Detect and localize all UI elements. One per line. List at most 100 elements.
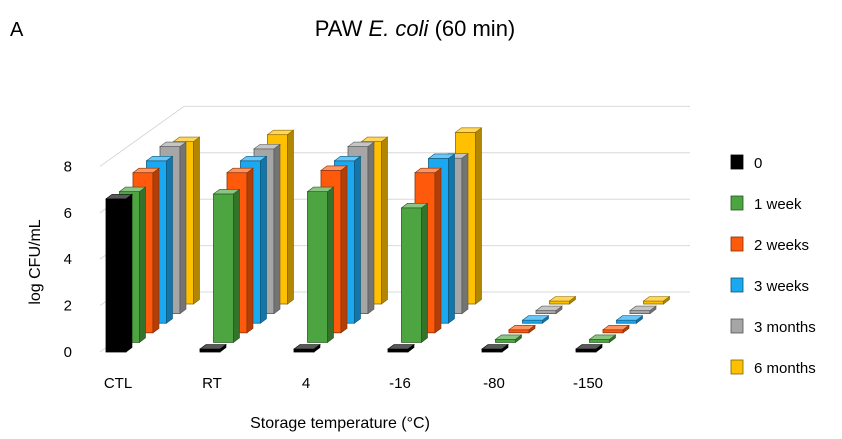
legend-item: 3 months: [730, 318, 816, 336]
bar-front: [199, 348, 221, 353]
bar-front: [643, 300, 664, 305]
bar: [642, 295, 671, 305]
bar-front: [589, 338, 610, 343]
bar-top: [253, 144, 281, 150]
bar-side: [421, 202, 428, 343]
bar-side: [246, 167, 254, 334]
y-tick-label: 8: [64, 158, 72, 175]
legend-swatch: [730, 236, 744, 252]
bar-top: [427, 153, 456, 159]
bar-front: [549, 300, 570, 305]
legend-label: 6 months: [754, 360, 816, 377]
bar-top: [548, 296, 577, 302]
bar-top: [588, 334, 617, 340]
bar: [615, 315, 644, 324]
bar-side: [461, 153, 469, 315]
y-tick-label: 0: [64, 344, 72, 361]
bar-top: [481, 344, 509, 350]
x-tick-label: -150: [573, 375, 603, 392]
y-axis-title: log CFU/mL: [27, 219, 44, 304]
legend-label: 1 week: [754, 196, 802, 213]
bar-top: [320, 165, 348, 171]
bar-top: [642, 296, 671, 302]
legend-label: 3 weeks: [754, 278, 809, 295]
bar-top: [615, 315, 644, 321]
legend-label: 2 weeks: [754, 237, 809, 254]
bar-front: [293, 348, 315, 353]
bar-top: [132, 167, 160, 174]
bar: [602, 324, 630, 334]
bar-side: [166, 155, 173, 324]
bar-front: [387, 348, 409, 353]
bar-top: [494, 334, 523, 340]
bar-side: [152, 167, 160, 334]
bar-side: [381, 136, 388, 305]
bar-top: [508, 324, 536, 331]
bar-top: [414, 167, 442, 174]
bar-side: [448, 153, 455, 324]
bar: [306, 186, 335, 343]
bar-side: [434, 167, 442, 334]
x-axis-title: Storage temperature (°C): [250, 415, 430, 432]
bar-side: [354, 155, 361, 324]
bar: [575, 343, 603, 353]
bar-side: [367, 141, 375, 315]
bar-top: [306, 186, 335, 192]
y-ticks: 0 2 4 6 8: [64, 158, 72, 361]
chart-title: PAW E. coli (60 min): [315, 16, 516, 41]
bar-top: [535, 305, 563, 311]
legend-swatch: [730, 154, 744, 170]
chart-title-species: E. coli: [369, 16, 430, 41]
bar-top: [212, 189, 241, 195]
legend-item: 6 months: [730, 359, 816, 377]
bar-front: [495, 338, 516, 343]
bar-top: [105, 194, 133, 200]
bar-front: [401, 207, 422, 343]
legend-item: 1 week: [730, 195, 802, 213]
bar-side: [179, 141, 187, 315]
bar-top: [454, 127, 483, 133]
bar-top: [333, 156, 362, 162]
bar-top: [145, 156, 174, 162]
x-tick-label: -16: [389, 375, 411, 392]
x-ticks: CTL RT 4 -16 -80 -150: [104, 375, 603, 392]
legend-label: 3 months: [754, 319, 816, 336]
bar-side: [233, 188, 240, 343]
x-tick-label: -80: [483, 375, 505, 392]
bar-top: [602, 324, 630, 331]
bar-side: [125, 193, 133, 353]
legend-item: 3 weeks: [730, 277, 809, 295]
x-tick-label: CTL: [104, 375, 132, 392]
bar-top: [347, 141, 375, 147]
legend-swatch: [730, 195, 744, 211]
bar-front: [105, 198, 127, 353]
legend-swatch: [730, 359, 744, 375]
bar-side: [287, 129, 294, 305]
bar-front: [522, 319, 543, 324]
bar: [400, 202, 429, 343]
bar: [508, 324, 536, 334]
legend-item: 2 weeks: [730, 236, 809, 254]
gridline: [99, 105, 690, 167]
x-tick-label: 4: [302, 375, 310, 392]
chart-title-prefix: PAW: [315, 16, 369, 41]
y-tick-label: 4: [64, 251, 72, 268]
legend-swatch: [730, 277, 744, 293]
bar: [105, 193, 133, 353]
bar-side: [327, 186, 334, 343]
bar-top: [226, 167, 254, 174]
bar-top: [159, 141, 187, 147]
legend: 0 1 week 2 weeks 3 weeks 3 months 6 months: [730, 154, 816, 377]
chart-title-suffix: (60 min): [428, 16, 515, 41]
bar-side: [260, 155, 267, 324]
bar: [481, 343, 509, 353]
legend-item: 0: [730, 154, 762, 172]
bar-front: [307, 191, 328, 343]
bar-top: [360, 136, 389, 142]
bar: [199, 343, 227, 353]
bar-front: [602, 329, 624, 334]
bar: [494, 334, 523, 343]
bar: [548, 295, 577, 305]
bar-side: [340, 165, 348, 334]
